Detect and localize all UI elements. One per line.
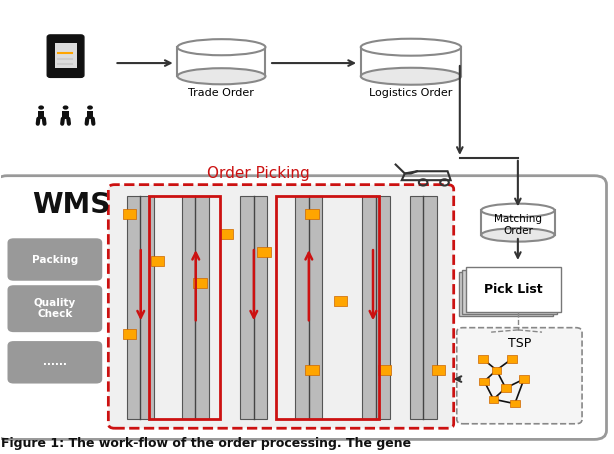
Text: Matching
Order: Matching Order [494,214,542,236]
FancyBboxPatch shape [0,176,607,439]
Bar [410,196,437,419]
Bar [378,365,391,375]
Ellipse shape [177,39,265,55]
Bar [193,278,207,288]
Text: Logistics Order: Logistics Order [369,88,453,98]
Bar [123,209,136,219]
Bar [466,267,561,312]
Text: Order Picking: Order Picking [207,166,309,181]
Bar [510,400,519,407]
Bar [62,111,69,118]
Bar [478,355,488,363]
Bar [276,196,379,419]
Bar [481,210,554,235]
Bar [182,196,209,419]
Ellipse shape [177,68,265,84]
Bar [432,365,445,375]
Bar [361,47,461,76]
Bar [37,111,44,118]
Text: Figure 1: The work-flow of the order processing. The gene: Figure 1: The work-flow of the order pro… [1,437,411,450]
Bar [334,296,348,306]
FancyBboxPatch shape [7,341,103,384]
Bar [55,43,77,69]
Bar [489,395,499,403]
Ellipse shape [63,105,69,110]
Bar [123,330,136,339]
Bar [362,196,389,419]
Ellipse shape [361,39,461,56]
Bar [501,385,510,392]
Text: TSP: TSP [508,336,531,350]
Bar [257,247,271,257]
Bar [239,196,267,419]
Bar [305,209,319,219]
Bar [150,256,164,266]
Ellipse shape [361,68,461,85]
Text: Packing: Packing [32,255,78,265]
Ellipse shape [38,105,44,110]
Bar [480,378,489,385]
FancyBboxPatch shape [108,185,454,428]
Bar [220,229,233,239]
Bar [519,375,529,383]
Bar [507,355,516,363]
FancyBboxPatch shape [7,238,103,281]
Bar [295,196,322,419]
Bar [149,196,220,419]
Text: Pick List: Pick List [484,283,543,296]
Text: ......: ...... [43,357,67,367]
Ellipse shape [87,105,93,110]
Bar [492,366,502,374]
Bar [87,111,93,118]
FancyBboxPatch shape [47,35,84,77]
FancyBboxPatch shape [457,328,582,424]
Text: WMS: WMS [32,191,110,219]
Bar [305,365,319,375]
Text: Trade Order: Trade Order [188,88,254,98]
Bar [177,47,265,76]
FancyBboxPatch shape [7,285,103,332]
Ellipse shape [481,204,554,217]
Ellipse shape [481,228,554,242]
Bar [459,272,553,316]
Bar [462,270,557,314]
Bar [126,196,154,419]
Text: Quality
Check: Quality Check [34,298,76,320]
